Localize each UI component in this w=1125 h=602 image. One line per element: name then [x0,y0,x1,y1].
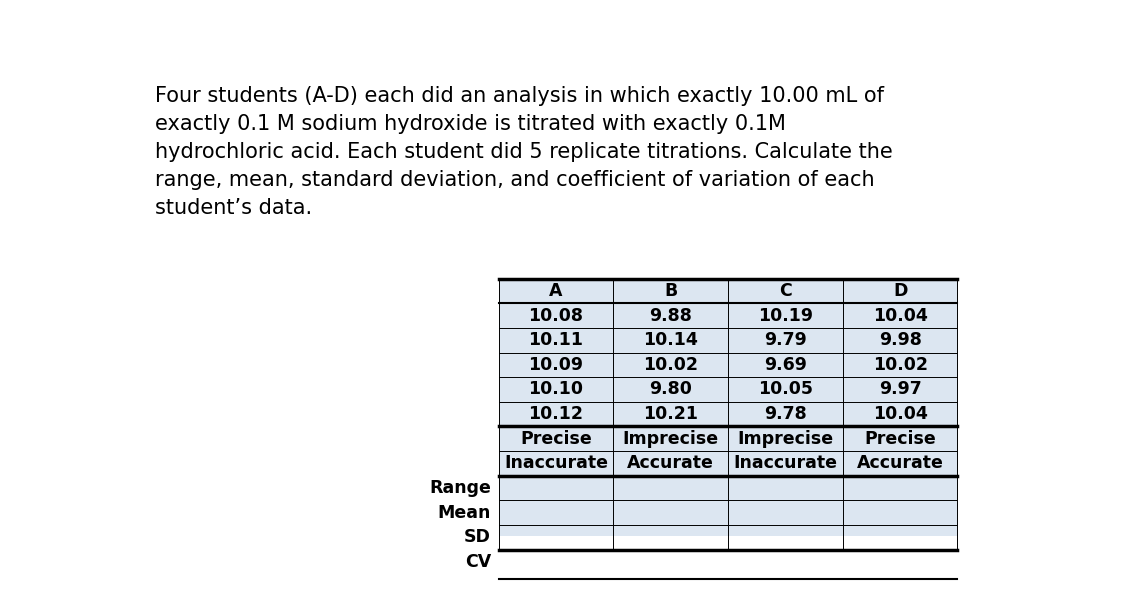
Bar [843,500,957,525]
Bar [728,476,843,500]
Text: 10.12: 10.12 [529,405,584,423]
Bar [843,377,957,402]
Text: 9.69: 9.69 [764,356,807,374]
Text: B: B [664,282,677,300]
Bar [613,303,728,328]
Bar [613,377,728,402]
Text: 9.80: 9.80 [649,380,692,399]
Text: 10.14: 10.14 [644,331,699,349]
Text: Precise: Precise [520,430,592,448]
Bar [843,525,957,550]
Bar [498,451,613,476]
Bar [498,525,613,550]
Bar [498,402,613,426]
Bar [613,328,728,353]
Text: Accurate: Accurate [628,455,714,473]
Bar [843,426,957,451]
Text: 9.78: 9.78 [764,405,807,423]
Bar [613,525,728,550]
Bar [728,500,843,525]
Text: Inaccurate: Inaccurate [734,455,837,473]
Text: Inaccurate: Inaccurate [504,455,608,473]
Text: 10.09: 10.09 [529,356,584,374]
Text: 10.11: 10.11 [529,331,584,349]
Bar [498,353,613,377]
Bar [843,451,957,476]
Bar [498,377,613,402]
Bar [843,402,957,426]
Text: 10.10: 10.10 [529,380,584,399]
Text: 9.98: 9.98 [879,331,921,349]
Bar [498,303,613,328]
Bar [613,402,728,426]
Bar [843,328,957,353]
Text: C: C [778,282,792,300]
Bar [728,303,843,328]
Text: Range: Range [429,479,490,497]
Text: 10.08: 10.08 [529,306,584,324]
Text: Imprecise: Imprecise [622,430,719,448]
Bar [728,525,843,550]
Bar [843,279,957,303]
Text: 9.97: 9.97 [879,380,921,399]
Text: SD: SD [464,529,490,547]
Bar [728,353,843,377]
Text: CV: CV [465,553,490,571]
Text: 9.88: 9.88 [649,306,692,324]
Text: Mean: Mean [438,504,490,522]
Text: D: D [893,282,907,300]
Bar [843,303,957,328]
Text: 10.02: 10.02 [873,356,928,374]
Bar [728,377,843,402]
Bar [498,426,613,451]
Bar [498,328,613,353]
Text: 9.79: 9.79 [764,331,807,349]
Text: 10.21: 10.21 [644,405,699,423]
Text: Imprecise: Imprecise [737,430,834,448]
Bar [613,426,728,451]
Bar [728,328,843,353]
Bar [728,451,843,476]
Text: 10.04: 10.04 [873,306,927,324]
Bar [613,500,728,525]
Text: 10.19: 10.19 [758,306,813,324]
Text: Precise: Precise [864,430,936,448]
Bar [843,476,957,500]
Text: 10.05: 10.05 [758,380,813,399]
Text: 10.02: 10.02 [644,356,699,374]
Bar [498,476,613,500]
Bar [728,279,843,303]
Bar [843,353,957,377]
Text: Four students (A-D) each did an analysis in which exactly 10.00 mL of
exactly 0.: Four students (A-D) each did an analysis… [154,86,892,218]
Bar [613,451,728,476]
Text: 10.04: 10.04 [873,405,927,423]
Bar [498,500,613,525]
Bar [728,402,843,426]
Text: Accurate: Accurate [857,455,944,473]
Text: A: A [549,282,562,300]
Bar [498,279,613,303]
Bar [613,279,728,303]
Bar [613,476,728,500]
Bar [613,353,728,377]
Bar [728,426,843,451]
